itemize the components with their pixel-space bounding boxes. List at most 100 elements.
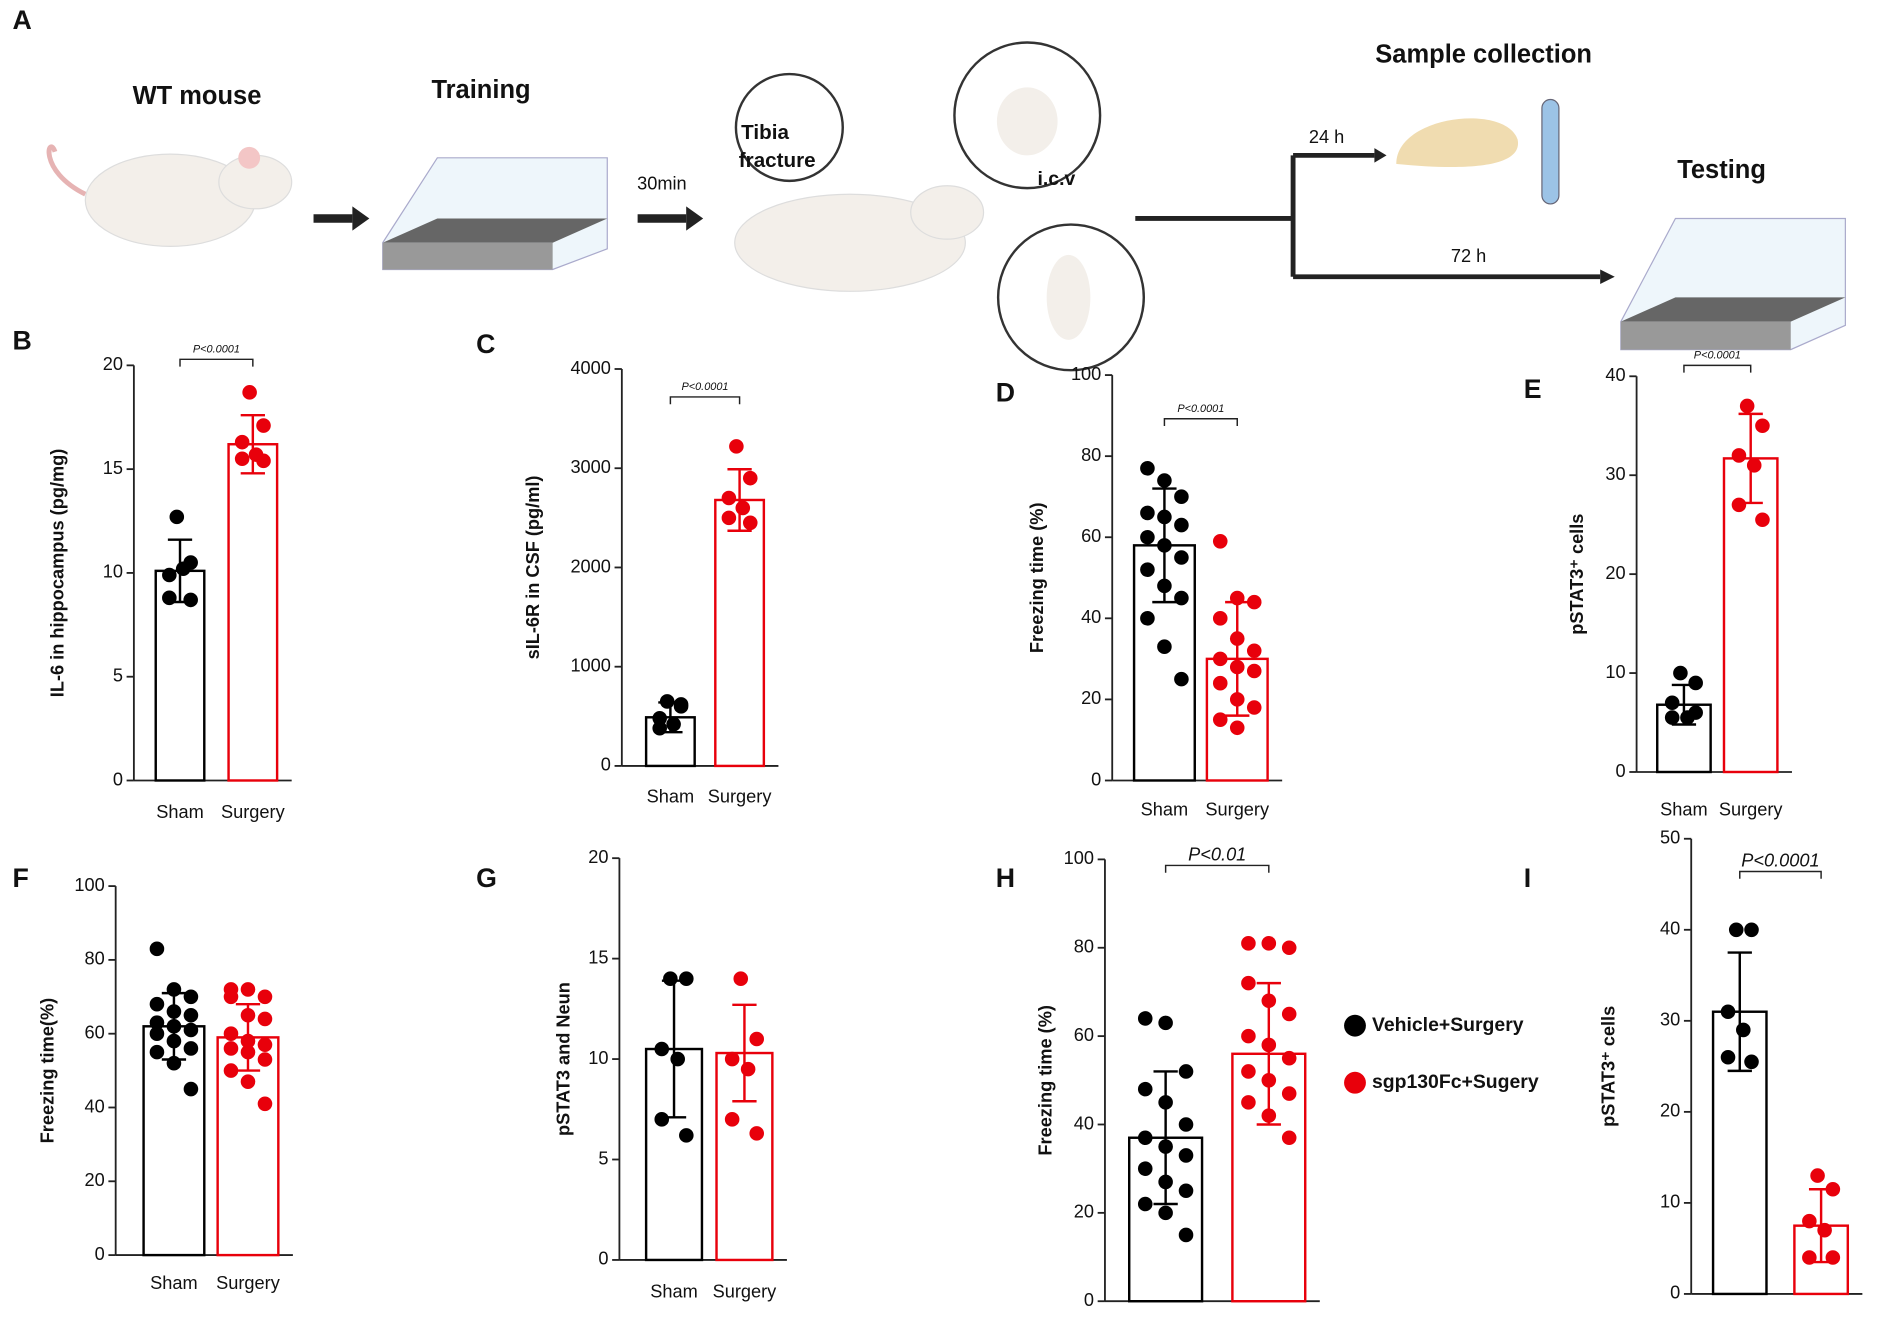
data-point	[1158, 1095, 1173, 1110]
data-point	[1810, 1168, 1825, 1183]
data-point	[257, 1011, 273, 1027]
data-point	[1802, 1213, 1817, 1229]
y-tick-label: 5	[598, 1148, 608, 1168]
p-value: P<0.01	[1188, 845, 1246, 865]
data-point	[223, 1026, 239, 1041]
legend-label: Vehicle+Surgery	[1372, 1014, 1524, 1036]
step-label: WT mouse	[133, 82, 262, 110]
data-point	[257, 1096, 273, 1112]
data-point	[1157, 509, 1172, 525]
time-label: 72 h	[1451, 246, 1486, 266]
data-point	[256, 418, 271, 433]
data-point	[1281, 1086, 1297, 1101]
data-point	[1241, 1095, 1256, 1110]
data-point	[1137, 1161, 1153, 1176]
data-point	[1229, 692, 1245, 707]
data-point	[721, 510, 737, 526]
y-tick-label: 0	[1670, 1283, 1680, 1303]
y-tick-label: 20	[85, 1170, 105, 1190]
data-point	[1728, 922, 1744, 938]
y-tick-label: 100	[74, 875, 104, 895]
data-point	[652, 720, 667, 736]
data-point	[1212, 712, 1228, 727]
error-bar	[732, 1003, 757, 1103]
y-axis-label: sIL-6R in CSF (pg/ml)	[523, 476, 543, 660]
significance-bracket	[1739, 870, 1822, 879]
y-tick-label: 0	[1616, 761, 1626, 781]
x-tick-label: Sham	[650, 1282, 698, 1302]
y-tick-label: 40	[85, 1096, 105, 1116]
data-point	[1157, 473, 1172, 488]
data-point	[1825, 1181, 1841, 1197]
data-point	[1158, 1139, 1173, 1154]
data-point	[1140, 505, 1155, 521]
y-tick-label: 80	[1074, 937, 1094, 957]
y-tick-label: 10	[103, 562, 123, 582]
data-point	[1174, 489, 1189, 504]
data-point	[1246, 663, 1262, 679]
data-point	[149, 941, 165, 957]
y-tick-label: 100	[1064, 848, 1094, 868]
tissue-icon	[1396, 118, 1519, 168]
data-point	[1137, 1130, 1153, 1146]
data-point	[183, 1022, 199, 1038]
y-tick-label: 10	[1660, 1192, 1680, 1212]
significance-bracket	[1163, 418, 1238, 427]
data-point	[733, 971, 749, 986]
significance-bracket	[669, 396, 741, 405]
time-label: 24 h	[1309, 127, 1344, 147]
x-tick-label: Surgery	[713, 1282, 778, 1302]
data-point	[1261, 1037, 1277, 1053]
y-tick-label: 40	[1074, 1113, 1094, 1133]
data-point	[1178, 1117, 1194, 1132]
data-point	[149, 1026, 165, 1041]
data-point	[670, 1051, 686, 1067]
data-point	[654, 1041, 670, 1057]
data-point	[1246, 594, 1262, 610]
data-point	[735, 500, 751, 516]
y-tick-label: 20	[1605, 563, 1625, 583]
y-tick-label: 1000	[570, 656, 610, 676]
data-point	[1688, 675, 1703, 691]
data-point	[679, 971, 694, 986]
y-axis-label: IL-6 in hippocampus (pg/mg)	[47, 449, 67, 698]
y-tick-label: 30	[1660, 1010, 1680, 1030]
y-axis-label: Freezing time (%)	[1027, 502, 1047, 653]
data-point	[1158, 1174, 1173, 1190]
data-point	[1158, 1015, 1173, 1031]
y-tick-label: 10	[588, 1048, 608, 1068]
data-point	[1281, 1050, 1297, 1066]
significance-bracket	[179, 358, 254, 367]
data-point	[1212, 675, 1228, 691]
panel-letter: E	[1524, 374, 1542, 404]
data-point	[1178, 1227, 1194, 1243]
data-point	[149, 1044, 165, 1060]
legend-label: sgp130Fc+Sugery	[1372, 1071, 1539, 1093]
data-point	[663, 971, 678, 986]
p-value: P<0.0001	[1177, 403, 1224, 415]
data-point	[1673, 665, 1688, 681]
data-point	[1178, 1064, 1194, 1079]
error-bar	[727, 468, 752, 532]
x-tick-label: Surgery	[1205, 800, 1270, 820]
y-axis-label: pSTAT3⁺ cells	[1567, 514, 1587, 635]
y-tick-label: 50	[1660, 828, 1680, 848]
x-tick-label: Sham	[156, 802, 204, 822]
data-point	[166, 1055, 182, 1071]
data-point	[166, 1019, 182, 1034]
data-point	[1746, 458, 1762, 473]
data-point	[1744, 1054, 1759, 1070]
data-point	[1241, 975, 1256, 991]
data-point	[749, 1031, 765, 1047]
data-point	[1281, 1006, 1297, 1022]
data-point	[183, 1041, 199, 1056]
data-point	[223, 1063, 239, 1078]
data-point	[1664, 710, 1680, 725]
y-tick-label: 20	[103, 354, 123, 374]
y-axis-label: pSTAT3⁺ cells	[1599, 1006, 1619, 1127]
y-tick-label: 5	[113, 666, 123, 686]
data-point	[1261, 1073, 1277, 1088]
y-axis-label: Freezing time(%)	[38, 998, 58, 1144]
data-point	[1817, 1222, 1832, 1238]
